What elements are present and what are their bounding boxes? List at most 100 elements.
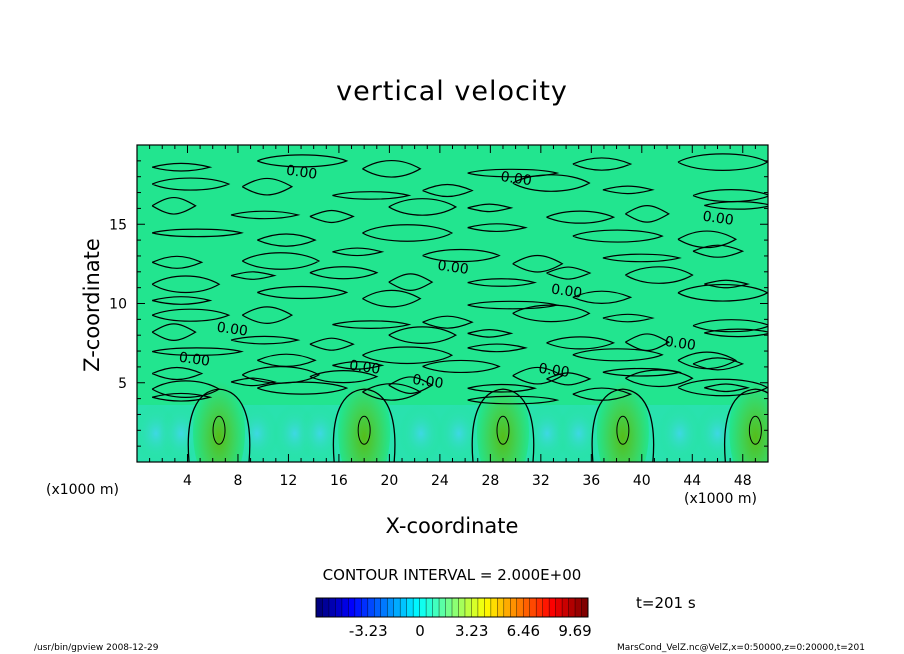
colorbar-swatch: [575, 598, 583, 617]
contour-label: 0.00: [285, 163, 318, 183]
zero-contour: [151, 174, 768, 203]
x-ticks: 4 8 12 16 20 24 28 32 36 40 44 48: [149, 145, 756, 489]
colorbar-tick-label: 0: [415, 622, 425, 640]
colorbar-frame: [315, 597, 589, 618]
contour-label: 0.00: [664, 334, 697, 354]
colorbar-swatch: [503, 598, 511, 617]
x-tick-label: 20: [380, 473, 398, 489]
colorbar-swatch: [374, 598, 382, 617]
x-tick-label: 4: [183, 473, 192, 489]
colorbar-swatch: [328, 598, 336, 617]
time-label: t=201 s: [636, 594, 696, 612]
zero-contour: [151, 266, 751, 293]
colorbar-tick-label: 9.69: [558, 622, 591, 640]
downdraft-patch: [398, 403, 443, 462]
y-tick-label: 10: [109, 297, 127, 313]
y-tick-label: 15: [109, 217, 127, 233]
colorbar-swatch: [387, 598, 395, 617]
contour-label: 0.00: [178, 350, 211, 370]
x-tick-label: 36: [582, 473, 600, 489]
colorbar-swatch: [400, 598, 408, 617]
x-tick-label: 44: [683, 473, 701, 489]
updraft-core-contour: [212, 415, 226, 445]
x-tick-label: 28: [481, 473, 499, 489]
colorbar-swatch: [361, 598, 369, 617]
colorbar-swatch: [555, 598, 563, 617]
updraft-core-contour: [748, 415, 762, 445]
downdraft-patch: [234, 403, 279, 462]
colorbar-swatch: [510, 598, 518, 617]
contour-interval: CONTOUR INTERVAL = 2.000E+00: [322, 566, 582, 584]
colorbar-swatch: [529, 598, 537, 617]
contour-label: 0.00: [348, 358, 381, 378]
colorbar-swatch: [516, 598, 524, 617]
colorbar-swatch: [413, 598, 421, 617]
y-tick-label: 5: [118, 376, 127, 392]
updraft-plume: [338, 375, 391, 462]
updraft-core-contour: [616, 415, 630, 445]
x-axis-label: X-coordinate: [385, 514, 519, 538]
zero-contour: [151, 323, 768, 352]
colorbar-swatch: [497, 598, 505, 617]
colorbar-tick-label: 3.23: [455, 622, 488, 640]
y-ticks: 5 10 15: [109, 160, 768, 447]
x-tick-label: 8: [233, 473, 242, 489]
updraft-plume: [476, 375, 529, 462]
colorbar-swatch: [484, 598, 492, 617]
colorbar-tick-label: 6.46: [507, 622, 540, 640]
field-layer: 0.00 0.000.000.000.000.000.000.000.000.00…: [137, 153, 768, 462]
colorbar-swatch: [348, 598, 356, 617]
updraft-core-contour: [357, 415, 371, 445]
zero-contour: [151, 196, 768, 224]
zero-contour: [151, 153, 768, 178]
updraft-zero-contour: [332, 388, 396, 462]
colorbar-swatch: [542, 598, 550, 617]
colorbar-swatch: [380, 598, 388, 617]
colorbar-swatch: [549, 598, 557, 617]
updraft-plume: [729, 375, 768, 462]
colorbar-swatch: [316, 598, 323, 617]
footer-right: MarsCond_VelZ.nc@VelZ,x=0:50000,z=0:2000…: [617, 643, 865, 653]
zero-contour: [151, 223, 738, 249]
x-unit-left: (x1000 m): [46, 482, 119, 498]
zero-contour: [151, 369, 751, 398]
x-tick-label: 48: [734, 473, 752, 489]
footer-left: /usr/bin/gpview 2008-12-29: [34, 643, 159, 653]
downdraft-patch: [436, 403, 481, 462]
colorbar-swatch: [581, 598, 589, 617]
updraft-zero-contour: [471, 388, 535, 462]
zero-contour: [151, 244, 745, 273]
x-tick-label: 40: [633, 473, 651, 489]
colorbar-swatch: [523, 598, 531, 617]
colorbar: -3.23 0 3.23 6.46 9.69: [315, 597, 592, 640]
contour-label: 0.00: [216, 320, 249, 340]
colorbar-swatch: [341, 598, 349, 617]
colorbar-swatch: [393, 598, 401, 617]
colorbar-swatch: [406, 598, 414, 617]
colorbar-swatch: [568, 598, 576, 617]
colorbar-swatch: [464, 598, 472, 617]
x-tick-label: 24: [431, 473, 449, 489]
contour-label: 0.00: [537, 361, 570, 381]
downdraft-patch: [657, 403, 702, 462]
colorbar-swatch: [419, 598, 427, 617]
colorbar-swatch: [536, 598, 544, 617]
updraft-plume: [193, 375, 246, 462]
colorbar-swatch: [477, 598, 485, 617]
contour-label: 0.00: [500, 169, 533, 189]
colorbar-swatch: [471, 598, 479, 617]
colorbar-swatch: [439, 598, 447, 617]
colorbar-swatch: [354, 598, 362, 617]
downdraft-patch: [556, 403, 601, 462]
contour-label: 0.00: [411, 372, 444, 392]
zero-contour: [151, 357, 745, 385]
colorbar-swatch: [452, 598, 459, 617]
downdraft-patch: [525, 403, 570, 462]
colorbar-swatch: [335, 598, 343, 617]
downdraft-patch: [695, 403, 740, 462]
colorbar-swatch: [432, 598, 440, 617]
colorbar-swatch: [458, 598, 466, 617]
chart-title: vertical velocity: [336, 76, 568, 107]
x-tick-label: 12: [280, 473, 298, 489]
